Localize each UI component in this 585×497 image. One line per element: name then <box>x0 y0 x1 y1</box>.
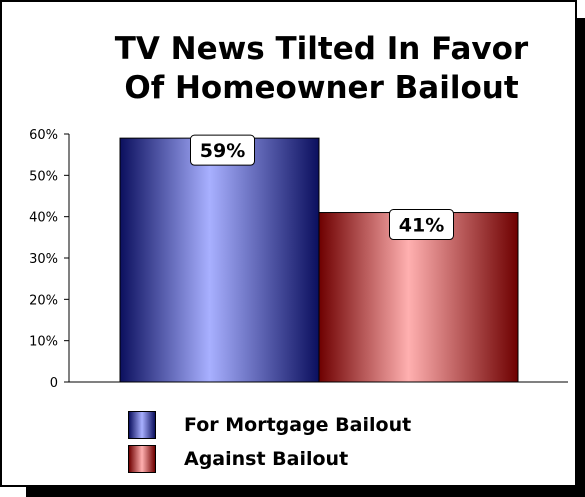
legend-swatch-for <box>128 411 156 439</box>
y-tick-label: 50% <box>29 169 58 184</box>
legend-label-for: For Mortgage Bailout <box>184 414 412 436</box>
chart-title-line-2: Of Homeowner Bailout <box>124 70 519 106</box>
legend-label-against: Against Bailout <box>184 448 349 470</box>
y-tick-label: 0 <box>50 376 58 391</box>
bar-0 <box>119 137 320 383</box>
legend: For Mortgage Bailout Against Bailout <box>128 408 411 476</box>
data-label-0: 59% <box>200 140 245 162</box>
legend-item-for: For Mortgage Bailout <box>128 408 411 442</box>
y-tick-label: 60% <box>29 128 58 143</box>
y-tick-label: 20% <box>29 293 58 308</box>
data-label-box-0 <box>190 134 255 166</box>
chart-title-line-1: TV News Tilted In Favor <box>114 31 529 67</box>
legend-item-against: Against Bailout <box>128 442 411 476</box>
legend-swatch-against <box>128 445 156 473</box>
data-label-1: 41% <box>399 215 444 237</box>
chart-title: TV News Tilted In Favor Of Homeowner Bai… <box>0 30 585 108</box>
y-tick-label: 40% <box>29 211 58 226</box>
y-tick-label: 10% <box>29 335 58 350</box>
data-label-box-1 <box>389 209 454 241</box>
y-tick-label: 30% <box>29 252 58 267</box>
bar-1 <box>318 212 519 383</box>
